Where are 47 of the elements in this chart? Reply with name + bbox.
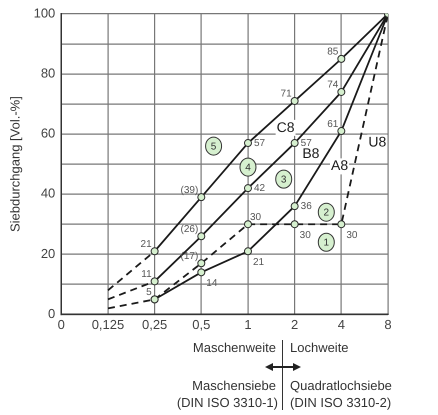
x-tick-label: 0,5	[192, 316, 210, 332]
x-tick-label: 0,125	[92, 316, 124, 332]
x-tick-label: 1	[244, 316, 252, 332]
data-label: 5	[146, 287, 152, 298]
series-label: A8	[330, 157, 348, 174]
data-label: 71	[280, 88, 292, 100]
text: Quadratlochsiebe	[290, 378, 392, 393]
y-tick-label: 60	[40, 126, 56, 141]
data-label: 57	[254, 138, 266, 149]
data-label: (26)	[180, 224, 198, 235]
y-tick-label: 100	[34, 5, 56, 20]
data-label: 21	[140, 239, 152, 250]
data-label: 30	[300, 230, 312, 241]
y-tick-label: 0	[48, 306, 56, 321]
text: (DIN ISO 3310-1)	[176, 395, 278, 410]
annotation: 1	[324, 238, 330, 249]
data-label: 21	[252, 257, 265, 268]
data-label: (39)	[180, 184, 198, 196]
y-axis-title: Siebdurchgang [Vol.-%]	[7, 96, 22, 232]
y-tick-label: 40	[40, 186, 56, 201]
text: Lochweite	[290, 340, 349, 355]
y-tick-label: 80	[40, 66, 56, 80]
x-tick-label: 2	[291, 316, 298, 332]
text: Maschensiebe	[192, 378, 276, 393]
series-label: C8	[276, 118, 295, 135]
annotation: 3	[280, 174, 287, 186]
data-label: (17)	[180, 251, 198, 262]
text: Maschenweite	[192, 340, 276, 355]
data-label: 36	[300, 200, 312, 212]
data-label: 30	[346, 230, 358, 241]
data-label: 42	[254, 182, 266, 194]
annotation: 2	[324, 207, 330, 218]
x-tick-label: 0,25	[142, 316, 168, 332]
text: (DIN ISO 3310-2)	[290, 395, 392, 410]
annotation: 4	[245, 162, 252, 174]
annotation: 5	[210, 141, 217, 152]
data-label: 74	[327, 80, 339, 91]
x-tick-label: 4	[338, 316, 345, 332]
x-tick-label: 0	[58, 316, 65, 332]
data-label: 61	[327, 118, 339, 130]
x-tick-label: 8	[384, 316, 392, 332]
series-label: B8	[302, 144, 320, 161]
y-tick-label: 20	[40, 246, 56, 261]
data-label: 85	[327, 46, 339, 58]
data-label: 11	[141, 269, 152, 280]
data-label: 30	[250, 212, 262, 223]
series-label: U8	[368, 133, 386, 150]
